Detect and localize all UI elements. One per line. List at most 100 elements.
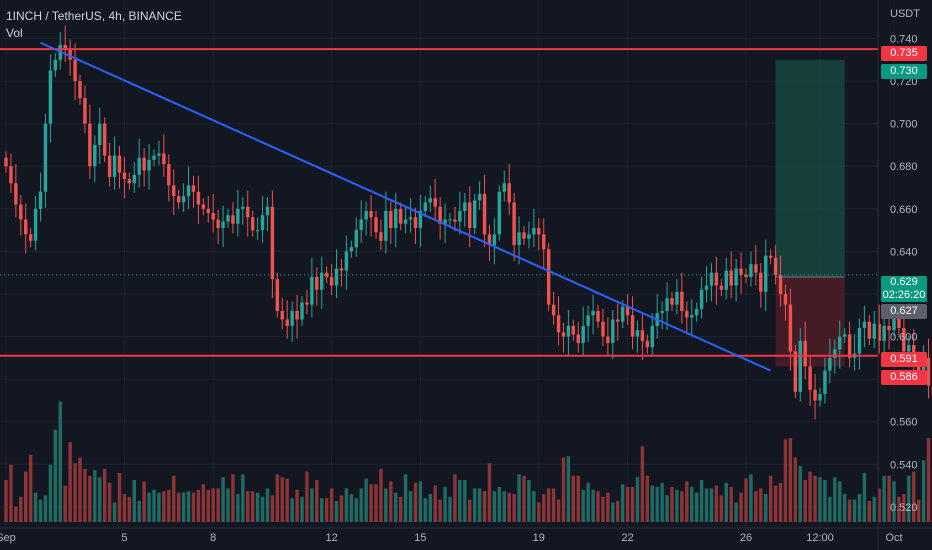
x-tick-label: 22	[621, 532, 633, 544]
candle-body	[453, 219, 457, 222]
candle-body	[798, 340, 802, 392]
candle-body	[616, 319, 620, 322]
volume-bar	[364, 478, 368, 522]
candle-body	[670, 298, 674, 305]
y-tick-label: 0.700	[890, 119, 918, 131]
trend-line[interactable]	[40, 41, 772, 372]
candle-body	[394, 208, 398, 228]
volume-bar	[28, 454, 33, 522]
volume-bar	[98, 477, 102, 522]
volume-bar	[872, 496, 876, 522]
candle-body	[704, 285, 709, 290]
volume-bar	[714, 485, 719, 522]
candle-body	[433, 198, 437, 207]
drawings[interactable]	[0, 41, 878, 372]
candle-body	[270, 206, 275, 280]
volume-bar	[4, 480, 8, 522]
x-tick-label: 26	[740, 532, 752, 544]
candle-body	[250, 217, 255, 231]
candle-body	[625, 306, 630, 316]
volume-bar	[537, 502, 541, 522]
candle-body	[561, 332, 566, 337]
candle-body	[546, 249, 551, 305]
candle-body	[354, 230, 358, 248]
volume-bar	[690, 487, 694, 522]
candle-body	[152, 155, 156, 160]
candle-body	[398, 208, 403, 224]
candle-body	[285, 319, 289, 326]
volume-bar	[167, 489, 171, 522]
volume-bar	[616, 501, 620, 522]
volume-bar	[53, 429, 58, 522]
volume-bar	[542, 494, 546, 522]
volume-bar	[428, 494, 432, 522]
volume-bar	[778, 482, 783, 522]
volume-bar	[162, 491, 166, 522]
candle-body	[260, 215, 265, 231]
candle-body	[902, 328, 906, 352]
long-position-tool[interactable]	[775, 59, 845, 367]
candle-body	[699, 289, 704, 309]
candle-body	[926, 357, 931, 386]
candle-body	[477, 193, 482, 201]
volume-bar	[477, 488, 482, 522]
candle-body	[265, 206, 270, 216]
volume-bar	[764, 494, 768, 522]
candle-body	[512, 202, 516, 246]
candle-body	[709, 272, 714, 286]
volume-bar	[680, 491, 684, 522]
volume-bar	[502, 491, 506, 522]
volume-bar	[857, 494, 862, 522]
candle-body	[63, 44, 67, 50]
candle-body	[719, 285, 724, 290]
candle-body	[882, 325, 886, 341]
volume-bar	[482, 491, 487, 522]
volume-bar	[527, 480, 531, 522]
volume-bar	[620, 484, 625, 522]
volume-bar	[744, 478, 748, 522]
volume-bar	[137, 501, 141, 522]
volume-bar	[877, 488, 881, 522]
candle-body	[127, 179, 132, 184]
symbol-title[interactable]: 1INCH / TetherUS, 4h, BINANCE	[6, 9, 182, 23]
volume-bar	[749, 474, 753, 522]
volume-bar	[329, 488, 334, 522]
volume-bar	[403, 474, 408, 522]
candle-body	[206, 208, 210, 214]
candle-body	[88, 123, 92, 167]
candle-body	[201, 204, 206, 209]
volume-bar	[186, 491, 191, 522]
volume-bar	[665, 495, 669, 522]
volume-bar	[196, 489, 201, 522]
volume-bar	[320, 498, 324, 522]
volume-bar	[803, 480, 807, 522]
candle-body	[808, 366, 812, 390]
volume-bar	[24, 471, 28, 522]
volume-bar	[236, 494, 240, 522]
volume-bar	[241, 474, 245, 522]
x-tick-label: Oct	[885, 532, 902, 544]
volume-bar	[709, 488, 714, 522]
candle-body	[369, 210, 373, 218]
volume-bar	[887, 475, 891, 522]
candle-body	[315, 276, 319, 290]
candle-body	[591, 311, 595, 316]
volume-bar	[384, 488, 388, 522]
candle-body	[586, 315, 590, 326]
currency-label[interactable]: USDT	[890, 8, 920, 20]
profit-zone[interactable]	[775, 59, 845, 277]
candle-body	[566, 325, 571, 337]
candle-body	[38, 191, 43, 209]
candle-body	[137, 157, 141, 175]
candle-body	[33, 208, 38, 241]
volume-bar	[838, 481, 842, 522]
volume-bar	[147, 492, 151, 522]
volume-bar	[221, 477, 225, 522]
candle-body	[571, 325, 576, 335]
candle-body	[492, 234, 497, 246]
volume-bar	[759, 488, 763, 522]
candle-body	[117, 155, 122, 173]
volume-indicator-label[interactable]: Vol	[6, 26, 23, 40]
